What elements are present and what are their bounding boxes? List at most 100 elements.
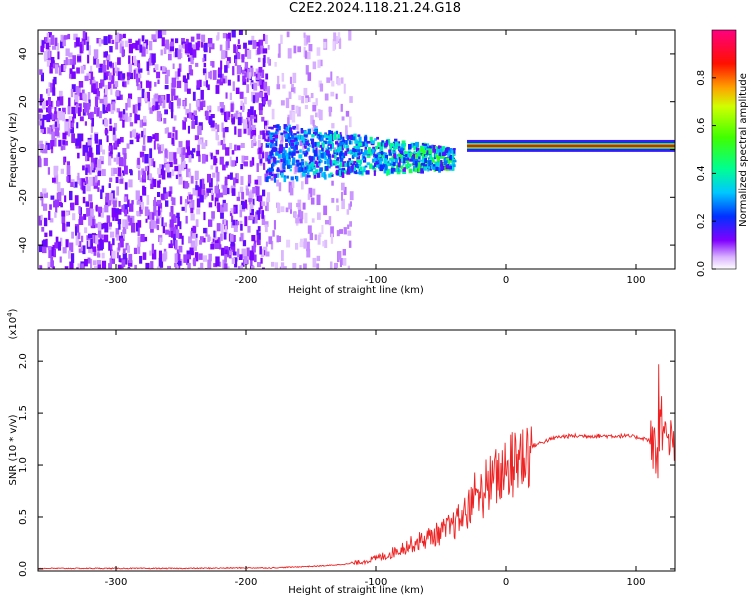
heatmap-cell [268,171,273,176]
heatmap-cell [96,38,101,44]
heatmap-cell [142,185,145,195]
heatmap-cell [209,178,213,188]
heatmap-cell [305,65,309,75]
heatmap-cell [312,170,316,175]
heatmap-cell [61,210,66,217]
heatmap-cell [272,230,275,237]
heatmap-cell [82,31,86,39]
heatmap-cell [251,157,255,166]
heatmap-cell [119,238,124,248]
heatmap-cell [164,148,168,158]
heatmap-cell [174,262,177,268]
heatmap-cell [86,207,91,217]
heatmap-cell [190,240,196,247]
heatmap-cell [334,149,337,153]
heatmap-cell [211,61,215,68]
heatmap-cell [241,54,245,63]
heatmap-cell [344,150,348,156]
heatmap-cell [251,235,256,242]
heatmap-cell [453,160,457,163]
heatmap-cell [118,157,123,167]
heatmap-cell [96,159,102,169]
heatmap-cell [200,102,204,111]
heatmap-cell [103,36,108,45]
heatmap-cell [92,83,96,91]
heatmap-cell [451,155,454,161]
heatmap-cell [321,145,324,152]
heatmap-cell [112,200,117,208]
heatmap-cell [122,229,125,240]
heatmap-cell [187,125,190,134]
heatmap-cell [43,239,47,249]
heatmap-cell [128,38,132,44]
heatmap-cell [202,255,207,262]
heatmap-cell [47,87,51,97]
heatmap-cell [218,261,222,267]
heatmap-cell [321,142,325,148]
heatmap-cell [69,190,73,201]
heatmap-cell [87,239,91,247]
heatmap-cell [200,89,204,100]
heatmap-cell [335,141,338,145]
heatmap-cell [71,122,74,128]
heatmap-cell [97,242,101,251]
heatmap-cell [70,58,73,65]
heatmap-cell [88,233,93,239]
heatmap-cell [232,81,235,91]
heatmap-cell [117,152,121,157]
heatmap-cell [219,244,222,250]
heatmap-cell [62,132,67,140]
heatmap-cell [309,144,312,148]
heatmap-cell [185,152,190,158]
heatmap-cell [188,65,192,73]
heatmap-cell [127,76,130,85]
heatmap-cell [175,229,180,239]
heatmap-cell [346,148,350,152]
heatmap-cell [270,240,274,250]
heatmap-cell [345,140,348,145]
heatmap-cell [73,181,78,188]
heatmap-cell [353,148,358,153]
heatmap-cell [205,80,208,88]
heatmap-cell [267,88,270,93]
heatmap-cell [176,212,180,218]
heatmap-cell [87,92,91,102]
heatmap-cell [39,244,43,253]
heatmap-cell [318,132,322,137]
heatmap-cell [386,169,391,175]
x-tick-label: 100 [626,275,645,286]
heatmap-cell [144,92,148,102]
heatmap-cell [256,235,260,243]
heatmap-cell [157,30,163,39]
heatmap-cell [175,130,178,140]
heatmap-cell [109,125,113,131]
heatmap-cell [183,101,186,110]
heatmap-cell [186,250,191,257]
heatmap-cell [84,75,89,81]
heatmap-cell [235,87,240,94]
heatmap-cell [251,111,256,119]
heatmap-cell [170,206,174,216]
heatmap-cell [106,215,111,224]
heatmap-cell [71,133,75,143]
heatmap-cell [175,38,179,44]
heatmap-cell [223,203,228,212]
heatmap-cell [340,144,344,150]
heatmap-cell [402,167,406,172]
heatmap-cell [254,92,260,101]
heatmap-cell [143,128,147,138]
heatmap-cell [93,49,99,59]
heatmap-cell [97,170,102,177]
heatmap-cell [68,97,71,107]
heatmap-cell [331,80,335,87]
heatmap-cell [54,199,59,208]
heatmap-cell [304,166,309,171]
heatmap-cell [330,144,333,149]
heatmap-cell [249,204,254,213]
heatmap-cell [369,163,373,169]
heatmap-cell [304,173,309,185]
heatmap-cell [354,169,358,175]
heatmap-cell [367,149,371,155]
heatmap-cell [152,134,156,140]
heatmap-cell [97,267,100,269]
